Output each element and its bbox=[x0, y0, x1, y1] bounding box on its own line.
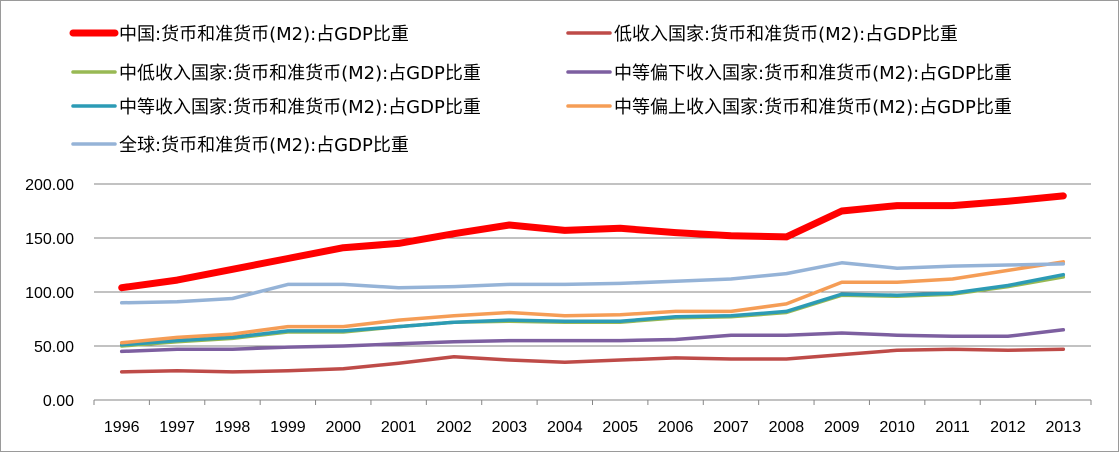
x-tick-label: 2010 bbox=[879, 419, 915, 436]
series-lines bbox=[118, 192, 1067, 374]
legend-label: 中等偏下收入国家:货币和准货币(M2):占GDP比重 bbox=[614, 63, 1012, 84]
legend-label: 中国:货币和准货币(M2):占GDP比重 bbox=[119, 24, 409, 45]
x-tick-label: 1997 bbox=[159, 419, 195, 436]
x-tick-label: 2006 bbox=[658, 419, 694, 436]
legend-label: 中等收入国家:货币和准货币(M2):占GDP比重 bbox=[119, 97, 481, 118]
series-line-5 bbox=[119, 260, 1066, 345]
x-tick-label: 1998 bbox=[215, 419, 251, 436]
x-tick-label: 1996 bbox=[104, 419, 140, 436]
x-axis bbox=[93, 399, 1092, 405]
legend-label: 低收入国家:货币和准货币(M2):占GDP比重 bbox=[614, 24, 958, 45]
x-tick-label: 2003 bbox=[492, 419, 528, 436]
series-line-4 bbox=[119, 272, 1066, 347]
x-tick-label: 2008 bbox=[769, 419, 805, 436]
x-tick-label: 2004 bbox=[547, 419, 583, 436]
series-line-3 bbox=[119, 328, 1066, 354]
series-line-0 bbox=[118, 192, 1067, 292]
x-tick-label: 2011 bbox=[935, 419, 970, 436]
x-tick-label: 2005 bbox=[602, 419, 638, 436]
gridlines bbox=[94, 183, 1091, 347]
x-tick-label: 2001 bbox=[381, 419, 417, 436]
legend-label: 中低收入国家:货币和准货币(M2):占GDP比重 bbox=[119, 63, 481, 84]
x-tick-label: 2000 bbox=[325, 419, 361, 436]
legend-label: 全球:货币和准货币(M2):占GDP比重 bbox=[119, 135, 409, 156]
legend-label: 中等偏上收入国家:货币和准货币(M2):占GDP比重 bbox=[614, 97, 1012, 118]
y-tick-label: 0.00 bbox=[43, 393, 74, 410]
y-tick-label: 100.00 bbox=[25, 285, 74, 302]
y-axis-tick-labels: 0.00 50.00 100.00 150.00 200.00 bbox=[25, 177, 74, 410]
y-tick-label: 150.00 bbox=[25, 231, 74, 248]
x-axis-tick-labels: 1996 1997 1998 1999 2000 2001 2002 2003 2004 2005… bbox=[104, 419, 1081, 436]
x-tick-label: 2009 bbox=[824, 419, 860, 436]
x-tick-label: 2007 bbox=[713, 419, 749, 436]
x-tick-label: 1999 bbox=[270, 419, 306, 436]
y-tick-label: 200.00 bbox=[25, 177, 74, 194]
x-tick-label: 2002 bbox=[436, 419, 472, 436]
y-tick-label: 50.00 bbox=[34, 339, 74, 356]
x-tick-label: 2012 bbox=[990, 419, 1026, 436]
legend: 中国:货币和准货币(M2):占GDP比重 低收入国家:货币和准货币(M2):占GD… bbox=[69, 24, 1012, 156]
series-line-6 bbox=[119, 261, 1066, 305]
series-line-1 bbox=[119, 347, 1066, 374]
x-tick-label: 2013 bbox=[1046, 419, 1082, 436]
